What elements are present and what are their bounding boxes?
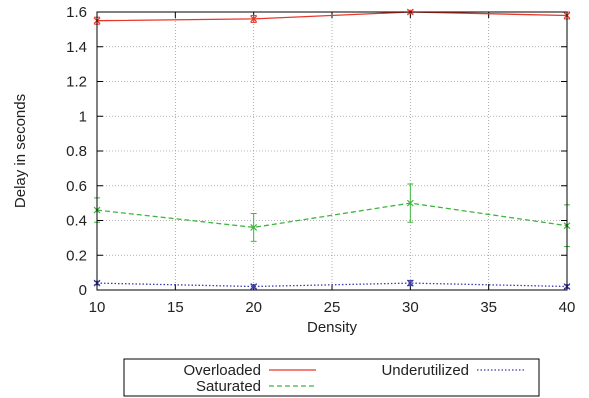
legend-label-underutilized: Underutilized (381, 362, 469, 379)
y-tick-label: 0.6 (66, 178, 87, 195)
x-tick-label: 10 (89, 299, 106, 316)
x-tick-label: 30 (402, 299, 419, 316)
y-tick-label: 1 (79, 108, 87, 125)
x-tick-label: 25 (324, 299, 341, 316)
data-point (250, 224, 258, 231)
grid (97, 12, 567, 290)
legend-label-overloaded: Overloaded (183, 362, 261, 379)
y-tick-label: 0.4 (66, 213, 87, 230)
series-line-underutilized (96, 282, 568, 288)
series-line-overloaded (96, 11, 568, 22)
y-tick-label: 0.8 (66, 143, 87, 160)
data-point (250, 15, 258, 23)
x-tick-label: 20 (245, 299, 262, 316)
legend-box (123, 358, 540, 397)
series-underutilized (93, 279, 571, 290)
x-tick-label: 15 (167, 299, 184, 316)
legend-label-saturated: Saturated (196, 378, 261, 395)
y-tick-label: 0 (79, 282, 87, 299)
data-point (406, 199, 414, 207)
x-axis-label: Density (307, 319, 358, 336)
data-point (406, 279, 414, 287)
series-line-saturated (96, 202, 568, 229)
x-tick-label: 40 (559, 299, 576, 316)
y-axis-label: Delay in seconds (12, 94, 29, 208)
y-tick-label: 1.6 (66, 4, 87, 21)
y-tick-label: 0.2 (66, 247, 87, 264)
x-tick-label: 35 (480, 299, 497, 316)
y-tick-label: 1.2 (66, 74, 87, 91)
axis-ticks: 0 0.2 0.4 0.6 0.8 1 1.2 1.4 1.6 10 15 20 25 30 35 40 (66, 4, 575, 316)
y-tick-label: 1.4 (66, 39, 87, 56)
plot-frame (96, 11, 568, 291)
data-point (250, 283, 258, 290)
